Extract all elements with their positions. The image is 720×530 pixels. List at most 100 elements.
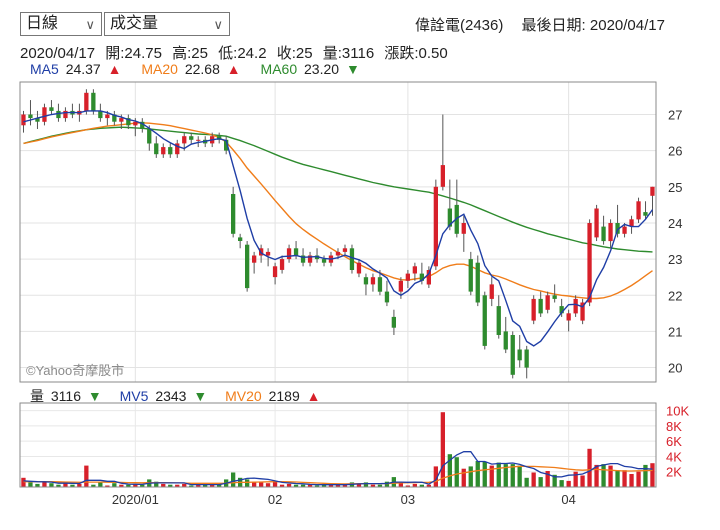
volume-bar bbox=[189, 485, 194, 487]
last-date: 最後日期: 2020/04/17 bbox=[521, 17, 665, 34]
price-tick-label: 27 bbox=[668, 108, 682, 123]
volume-bar bbox=[342, 484, 348, 487]
volume-bars bbox=[21, 412, 655, 487]
candle-body bbox=[468, 259, 473, 292]
candle-body bbox=[594, 208, 599, 238]
volume-bar bbox=[140, 484, 145, 487]
candle-body bbox=[42, 107, 47, 122]
volume-bar bbox=[398, 482, 403, 487]
volume-bar bbox=[335, 484, 341, 487]
candle-body bbox=[356, 262, 362, 274]
candle-body bbox=[224, 139, 229, 151]
candle-body bbox=[105, 114, 110, 119]
volume-bar bbox=[91, 484, 96, 487]
volume-bar bbox=[405, 485, 410, 487]
volume-bar bbox=[63, 482, 68, 487]
volume-bar bbox=[503, 464, 508, 487]
volume-bar bbox=[182, 483, 187, 487]
candle-body bbox=[342, 248, 348, 252]
candle-body bbox=[28, 114, 33, 119]
candle-body bbox=[517, 349, 522, 361]
candle-body bbox=[154, 143, 159, 155]
candle-body bbox=[538, 298, 543, 314]
volume-bar bbox=[622, 470, 627, 487]
candle-body bbox=[112, 114, 117, 122]
candle-body bbox=[559, 306, 564, 314]
volume-bar bbox=[468, 466, 473, 487]
candle-body bbox=[168, 147, 173, 155]
volume-bar bbox=[328, 484, 334, 487]
volume-bar bbox=[314, 485, 320, 487]
volume-bar bbox=[650, 463, 655, 487]
candle-body bbox=[182, 136, 187, 144]
candle-body bbox=[496, 306, 501, 335]
volume-bar bbox=[433, 466, 438, 487]
x-tick-label: 2020/01 bbox=[112, 492, 159, 507]
price-tick-label: 23 bbox=[668, 252, 682, 267]
price-tick-label: 20 bbox=[668, 361, 682, 376]
candle-body bbox=[601, 226, 606, 242]
ma20-value: 22.68 bbox=[184, 61, 220, 77]
volume-bar bbox=[510, 464, 515, 487]
volume-bar bbox=[252, 481, 257, 487]
price-panel-frame bbox=[19, 81, 657, 383]
volume-bar bbox=[259, 482, 264, 487]
quote-date: 2020/04/17 bbox=[20, 45, 96, 62]
price-tick-label: 26 bbox=[668, 144, 682, 159]
candle-body bbox=[126, 118, 131, 126]
candle-body bbox=[49, 107, 54, 111]
volume-bar bbox=[517, 465, 522, 487]
volume-bar bbox=[566, 480, 571, 487]
volume-bar bbox=[461, 468, 466, 487]
stock-header: 偉詮電(2436) 最後日期: 2020/04/17 bbox=[415, 14, 671, 35]
candle-body bbox=[349, 248, 355, 270]
volume-bar bbox=[419, 484, 424, 487]
candle-body bbox=[293, 248, 299, 256]
candle-body bbox=[175, 143, 180, 155]
volume-bar bbox=[356, 483, 362, 487]
candle-body bbox=[133, 121, 138, 126]
candle-body bbox=[363, 277, 369, 285]
volume-bar bbox=[245, 479, 250, 487]
volume-bar bbox=[475, 461, 480, 487]
period-select-value: 日線 bbox=[26, 15, 59, 32]
candle-body bbox=[238, 237, 243, 241]
candle-body bbox=[412, 266, 417, 274]
vol-label: 量 bbox=[30, 388, 44, 404]
ma60-label: MA60 bbox=[260, 61, 298, 77]
candle-body bbox=[245, 244, 250, 289]
candle-body bbox=[566, 313, 571, 321]
ma20-label: MA20 bbox=[141, 61, 178, 77]
mv5-label: MV5 bbox=[119, 388, 149, 404]
volume-bar bbox=[524, 477, 529, 487]
candle-body bbox=[426, 270, 431, 285]
quote-volume: 量:3116 bbox=[322, 45, 375, 62]
candle-body bbox=[231, 194, 236, 234]
candle-body bbox=[461, 223, 466, 234]
volume-bar bbox=[363, 482, 369, 487]
candle-body bbox=[433, 186, 438, 267]
candle-body bbox=[140, 121, 145, 129]
candle-body bbox=[531, 298, 536, 321]
volume-bar bbox=[293, 484, 299, 487]
ma5-value: 24.37 bbox=[65, 61, 101, 77]
volume-bar bbox=[370, 484, 376, 487]
x-tick-label: 03 bbox=[401, 492, 415, 507]
quote-close: 收:25 bbox=[276, 45, 313, 62]
volume-bar bbox=[265, 483, 271, 487]
indicator-select[interactable]: 成交量 ∨ bbox=[104, 12, 230, 36]
volume-bar bbox=[545, 471, 550, 487]
indicator-select-value: 成交量 bbox=[110, 15, 159, 32]
volume-bar bbox=[307, 484, 313, 487]
candle-body bbox=[377, 277, 383, 292]
volume-bar bbox=[643, 464, 648, 487]
volume-bar bbox=[154, 481, 159, 487]
volume-bar bbox=[217, 484, 222, 487]
volume-bar bbox=[538, 477, 543, 487]
candle-body bbox=[573, 298, 578, 314]
candle-body bbox=[265, 251, 271, 256]
quote-change: 漲跌:0.50 bbox=[384, 45, 448, 62]
period-select[interactable]: 日線 ∨ bbox=[20, 12, 102, 36]
volume-tick-label: 10K bbox=[666, 404, 689, 419]
candle-body bbox=[91, 92, 96, 111]
